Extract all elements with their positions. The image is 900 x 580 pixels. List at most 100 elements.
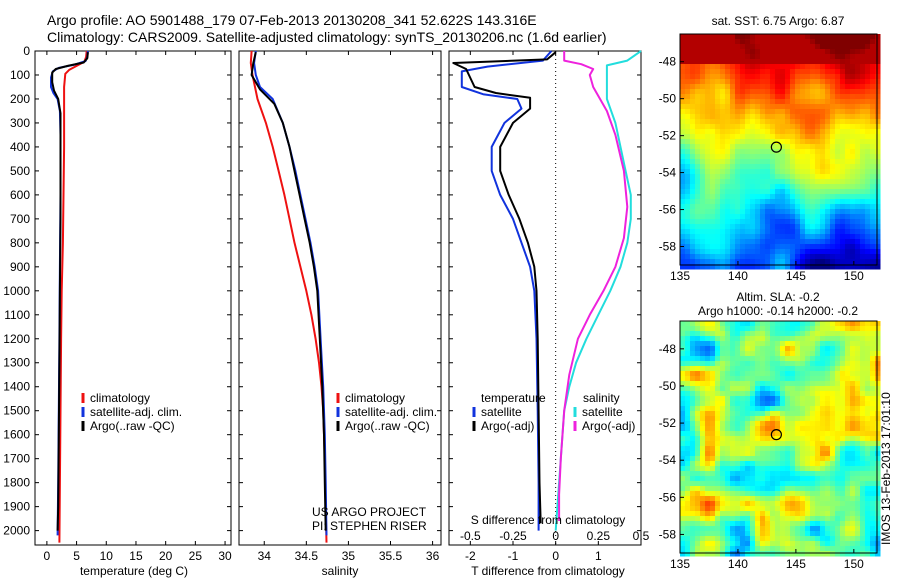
sst_map-cell bbox=[805, 49, 811, 55]
sst_map-cell bbox=[810, 199, 816, 205]
sst_map-cell bbox=[730, 209, 736, 215]
sst_map-cell bbox=[775, 134, 781, 140]
sla_map-cell bbox=[725, 496, 731, 502]
sla_map-cell bbox=[695, 541, 701, 547]
sla_map-cell bbox=[695, 446, 701, 452]
sla_map-cell bbox=[780, 511, 786, 517]
sst_map-cell bbox=[730, 154, 736, 160]
sst_map-cell bbox=[695, 149, 701, 155]
sla_map-cell bbox=[700, 356, 706, 362]
sla_map-cell bbox=[840, 486, 846, 492]
sla_map-cell bbox=[845, 521, 851, 527]
sst_map-cell bbox=[830, 104, 836, 110]
sst_map-cell bbox=[855, 224, 861, 230]
sla_map-cell bbox=[725, 486, 731, 492]
sst_map-cell bbox=[800, 49, 806, 55]
sla_map-cell bbox=[750, 396, 756, 402]
sst_map-cell bbox=[850, 239, 856, 245]
sst_map-cell bbox=[690, 259, 696, 265]
sla_map-cell bbox=[760, 341, 766, 347]
sla_map-cell bbox=[790, 456, 796, 462]
sla_map-cell bbox=[680, 501, 686, 507]
sst_map-cell bbox=[750, 44, 756, 50]
sla_map-cell bbox=[775, 531, 781, 537]
sst_map-cell bbox=[765, 44, 771, 50]
sla_map-cell bbox=[760, 471, 766, 477]
sst_map-cell bbox=[715, 154, 721, 160]
sst_map-cell bbox=[690, 194, 696, 200]
sla_map-cell bbox=[825, 491, 831, 497]
sla_map-cell bbox=[715, 321, 721, 327]
sla_map-cell bbox=[875, 536, 881, 542]
sst_map-cell bbox=[715, 194, 721, 200]
sla_map-cell bbox=[765, 396, 771, 402]
sla_map-cell bbox=[755, 446, 761, 452]
sst_map-cell bbox=[835, 59, 841, 65]
sst_map-cell bbox=[740, 199, 746, 205]
sst_map-cell bbox=[730, 199, 736, 205]
sla_map-cell bbox=[785, 531, 791, 537]
sst_map-cell bbox=[745, 239, 751, 245]
sla_map-cell bbox=[820, 406, 826, 412]
sst_map-cell bbox=[830, 114, 836, 120]
sla_map-cell bbox=[850, 481, 856, 487]
sst_map-cell bbox=[870, 59, 876, 65]
sst_map-cell bbox=[775, 99, 781, 105]
sst_map-cell bbox=[680, 34, 686, 40]
sla_map-cell bbox=[740, 421, 746, 427]
sla_map-cell bbox=[845, 551, 851, 557]
sla_map-cell bbox=[775, 491, 781, 497]
sla_map-cell bbox=[775, 551, 781, 557]
sst_map-cell bbox=[725, 249, 731, 255]
sla_map-cell bbox=[790, 436, 796, 442]
sla_map-cell bbox=[795, 346, 801, 352]
sla_map-cell bbox=[820, 431, 826, 437]
sla_map-cell bbox=[730, 371, 736, 377]
sla_map-cell bbox=[755, 381, 761, 387]
sla_map-cell bbox=[860, 421, 866, 427]
sla_map-cell bbox=[750, 351, 756, 357]
sst_map-cell bbox=[855, 169, 861, 175]
sst_map-cell bbox=[865, 259, 871, 265]
sst_map-cell bbox=[860, 149, 866, 155]
sla_map-cell bbox=[750, 361, 756, 367]
sst_map-cell bbox=[735, 39, 741, 45]
sla_map-cell bbox=[750, 336, 756, 342]
sst_map-cell bbox=[685, 49, 691, 55]
sla_map-cell bbox=[850, 391, 856, 397]
sst_map-cell bbox=[725, 144, 731, 150]
sla_map-cell bbox=[785, 406, 791, 412]
sst_map-cell bbox=[845, 249, 851, 255]
sst_map-cell bbox=[845, 234, 851, 240]
sla_map-cell bbox=[745, 526, 751, 532]
sst_map-cell bbox=[815, 169, 821, 175]
sst_map-cell bbox=[765, 239, 771, 245]
sla_map-cell bbox=[685, 406, 691, 412]
sst_map-cell bbox=[840, 34, 846, 40]
sst_map-cell bbox=[750, 159, 756, 165]
sst_map-cell bbox=[825, 44, 831, 50]
sla_map-cell bbox=[775, 431, 781, 437]
sla_map-cell bbox=[805, 431, 811, 437]
sst_map-cell bbox=[795, 134, 801, 140]
sst_map-cell bbox=[790, 109, 796, 115]
sst_map-cell bbox=[700, 54, 706, 60]
sla_map-cell bbox=[740, 331, 746, 337]
sla_map-cell bbox=[810, 426, 816, 432]
sst_map-cell bbox=[865, 189, 871, 195]
sst_map-cell bbox=[760, 79, 766, 85]
sst_map-cell bbox=[725, 34, 731, 40]
sst_map-cell bbox=[820, 204, 826, 210]
sla_map-cell bbox=[815, 551, 821, 557]
sla_map-cell bbox=[710, 506, 716, 512]
sst_map-cell bbox=[835, 224, 841, 230]
sla_map-cell bbox=[840, 321, 846, 327]
sst_map-cell bbox=[805, 59, 811, 65]
sst_map-cell bbox=[720, 109, 726, 115]
difference-series-temperature-argo-adj bbox=[452, 51, 557, 524]
sla_map-cell bbox=[860, 376, 866, 382]
sst_map-cell bbox=[715, 159, 721, 165]
sst_map-cell bbox=[810, 249, 816, 255]
sla_map-cell bbox=[870, 526, 876, 532]
sla_map-cell bbox=[850, 326, 856, 332]
